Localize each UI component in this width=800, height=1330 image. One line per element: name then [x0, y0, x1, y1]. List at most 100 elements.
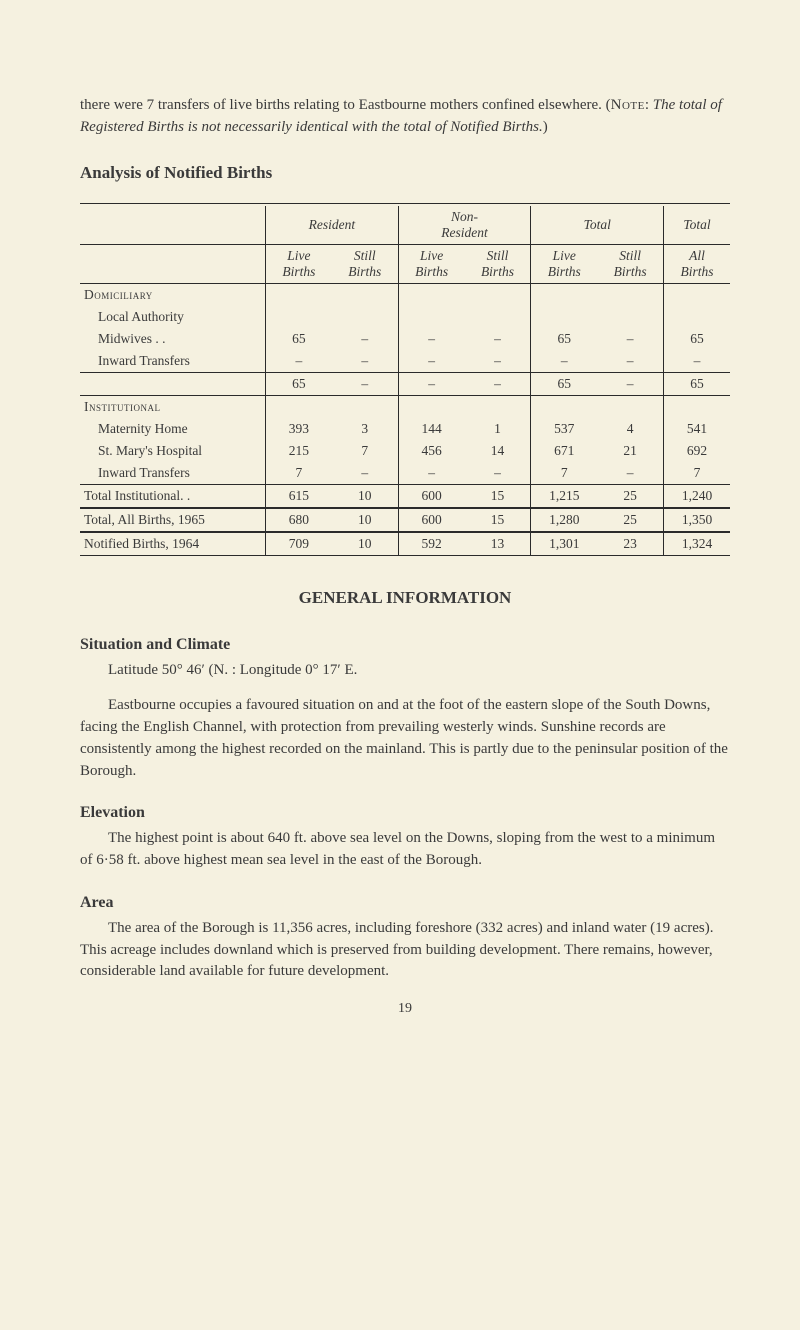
table-row-label: Notified Births, 1964	[80, 532, 266, 555]
table-cell: 65	[531, 328, 597, 350]
table-cell: –	[332, 350, 398, 372]
table-cell: 10	[332, 532, 398, 555]
table-cell: 1,280	[531, 508, 597, 531]
table-cell: 7	[332, 440, 398, 462]
table-cell: –	[597, 462, 663, 484]
table-row-label: Local Authority	[80, 306, 266, 328]
table-cell: 4	[597, 418, 663, 440]
table-cell: –	[398, 350, 464, 372]
table-group-label: Domiciliary	[80, 283, 266, 306]
table-cell: 541	[664, 418, 730, 440]
table-cell: 680	[266, 508, 332, 531]
table-row-label: Inward Transfers	[80, 462, 266, 484]
table-cell: –	[398, 372, 464, 395]
table-cell: –	[266, 350, 332, 372]
table-cell: 65	[266, 372, 332, 395]
table-row-label: Total Institutional. .	[80, 484, 266, 507]
page-number: 19	[80, 1001, 730, 1017]
table-cell: 10	[332, 484, 398, 507]
intro-text-1: there were 7 transfers of live births re…	[80, 97, 611, 113]
births-table: Resident Non- Resident Total Total Live …	[80, 203, 730, 556]
situation-heading: Situation and Climate	[80, 636, 730, 654]
table-cell: –	[332, 462, 398, 484]
table-cell: –	[597, 350, 663, 372]
table-cell: –	[332, 328, 398, 350]
col-total1: Total	[531, 206, 664, 245]
table-cell: 65	[664, 328, 730, 350]
intro-paragraph: there were 7 transfers of live births re…	[80, 95, 730, 139]
table-cell: 7	[266, 462, 332, 484]
col-total2: Total	[664, 206, 730, 245]
table-row-label: Maternity Home	[80, 418, 266, 440]
general-heading: GENERAL INFORMATION	[80, 588, 730, 608]
sub-live-3: Live Births	[531, 244, 597, 283]
intro-text-3: )	[543, 119, 548, 135]
table-cell: 537	[531, 418, 597, 440]
table-row-label: St. Mary's Hospital	[80, 440, 266, 462]
table-cell: 215	[266, 440, 332, 462]
table-cell: 1,324	[664, 532, 730, 555]
table-cell: –	[398, 462, 464, 484]
sub-still-2: Still Births	[465, 244, 531, 283]
situation-line1: Latitude 50° 46′ (N. : Longitude 0° 17′ …	[80, 660, 730, 682]
table-cell: –	[597, 372, 663, 395]
sub-live-2: Live Births	[398, 244, 464, 283]
table-cell: –	[332, 372, 398, 395]
table-cell: 592	[398, 532, 464, 555]
table-cell: 65	[531, 372, 597, 395]
table-group-label: Institutional	[80, 395, 266, 418]
sub-still-3: Still Births	[597, 244, 663, 283]
table-row-label: Total, All Births, 1965	[80, 508, 266, 531]
sub-all: All Births	[664, 244, 730, 283]
intro-text-2: :	[645, 97, 653, 113]
table-cell: 7	[531, 462, 597, 484]
table-cell: 23	[597, 532, 663, 555]
table-cell: 1	[465, 418, 531, 440]
table-cell: 1,350	[664, 508, 730, 531]
col-resident: Resident	[266, 206, 399, 245]
table-cell: 3	[332, 418, 398, 440]
table-cell: 393	[266, 418, 332, 440]
col-nonresident: Non- Resident	[398, 206, 531, 245]
table-cell: 15	[465, 484, 531, 507]
table-cell: 600	[398, 484, 464, 507]
analysis-heading: Analysis of Notified Births	[80, 163, 730, 183]
sub-live-1: Live Births	[266, 244, 332, 283]
table-cell: –	[597, 328, 663, 350]
area-heading: Area	[80, 894, 730, 912]
elevation-heading: Elevation	[80, 804, 730, 822]
table-cell: –	[531, 350, 597, 372]
table-cell: 671	[531, 440, 597, 462]
table-cell: –	[465, 328, 531, 350]
table-cell: 456	[398, 440, 464, 462]
table-cell: 65	[664, 372, 730, 395]
table-cell: –	[465, 372, 531, 395]
table-row-label: Inward Transfers	[80, 350, 266, 372]
table-cell: 600	[398, 508, 464, 531]
sub-still-1: Still Births	[332, 244, 398, 283]
table-cell: 65	[266, 328, 332, 350]
table-cell: 709	[266, 532, 332, 555]
table-cell: 14	[465, 440, 531, 462]
elevation-para: The highest point is about 640 ft. above…	[80, 828, 730, 872]
table-cell: 21	[597, 440, 663, 462]
table-cell: 15	[465, 508, 531, 531]
table-cell: –	[664, 350, 730, 372]
table-cell: 1,215	[531, 484, 597, 507]
table-cell: –	[465, 350, 531, 372]
situation-para: Eastbourne occupies a favoured situation…	[80, 695, 730, 782]
table-cell: –	[398, 328, 464, 350]
table-cell: 25	[597, 508, 663, 531]
table-cell: 692	[664, 440, 730, 462]
document-page: there were 7 transfers of live births re…	[0, 0, 800, 1057]
table-row-label: Midwives . .	[80, 328, 266, 350]
note-label: Note	[611, 97, 645, 113]
table-cell: 1,301	[531, 532, 597, 555]
table-cell: 13	[465, 532, 531, 555]
table-cell: 10	[332, 508, 398, 531]
table-cell: 1,240	[664, 484, 730, 507]
table-cell: 25	[597, 484, 663, 507]
area-para: The area of the Borough is 11,356 acres,…	[80, 918, 730, 983]
table-cell: –	[465, 462, 531, 484]
table-cell: 615	[266, 484, 332, 507]
